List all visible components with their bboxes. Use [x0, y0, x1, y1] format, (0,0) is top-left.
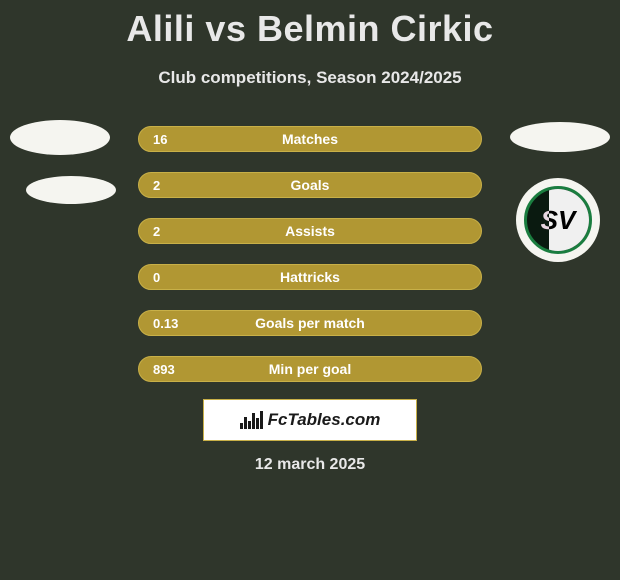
player-right-avatar: [510, 122, 610, 152]
stat-label: Assists: [285, 223, 335, 239]
stat-value: 2: [153, 178, 203, 193]
stat-label: Goals per match: [255, 315, 365, 331]
stat-value: 893: [153, 362, 203, 377]
club-logo-text: SV: [541, 205, 576, 236]
stat-label: Min per goal: [269, 361, 351, 377]
stat-row-min-per-goal: 893 Min per goal: [138, 356, 482, 382]
stat-value: 16: [153, 132, 203, 147]
club-left-logo: [26, 176, 116, 204]
stat-value: 0: [153, 270, 203, 285]
stat-row-goals-per-match: 0.13 Goals per match: [138, 310, 482, 336]
club-right-logo: SV: [516, 178, 600, 262]
stat-row-hattricks: 0 Hattricks: [138, 264, 482, 290]
stat-label: Goals: [291, 177, 330, 193]
club-inner-circle: SV: [524, 186, 592, 254]
page-title: Alili vs Belmin Cirkic: [0, 0, 620, 50]
stat-label: Hattricks: [280, 269, 340, 285]
fctables-icon: [240, 411, 262, 429]
player-left-avatar: [10, 120, 110, 155]
stats-container: 16 Matches 2 Goals 2 Assists 0 Hattricks…: [138, 126, 482, 402]
branding-link[interactable]: FcTables.com: [203, 399, 417, 441]
stat-row-assists: 2 Assists: [138, 218, 482, 244]
date-label: 12 march 2025: [0, 456, 620, 474]
branding-text: FcTables.com: [268, 410, 381, 430]
stat-row-goals: 2 Goals: [138, 172, 482, 198]
stat-row-matches: 16 Matches: [138, 126, 482, 152]
stat-label: Matches: [282, 131, 338, 147]
stat-value: 0.13: [153, 316, 203, 331]
stat-value: 2: [153, 224, 203, 239]
subtitle: Club competitions, Season 2024/2025: [0, 68, 620, 88]
